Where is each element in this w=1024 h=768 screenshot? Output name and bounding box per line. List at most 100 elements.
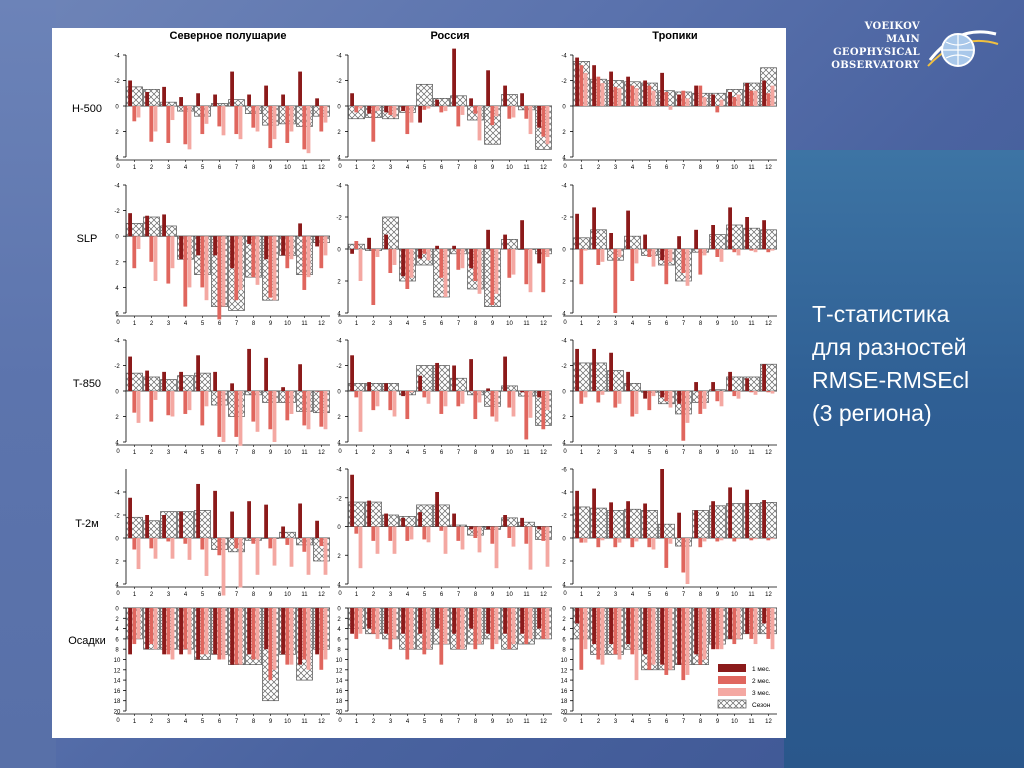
- y-tick-label: 2: [337, 130, 341, 136]
- bar-month3: [736, 249, 741, 256]
- bar-month3: [685, 249, 690, 286]
- bar-month3: [753, 538, 758, 540]
- bar-month2: [371, 106, 376, 142]
- bar-month3: [443, 249, 448, 297]
- bar-month2: [630, 85, 635, 106]
- bar-month3: [272, 236, 277, 301]
- x-tick-label: 12: [318, 719, 325, 725]
- x-tick-label: 3: [167, 321, 171, 327]
- bar-month3: [528, 526, 533, 570]
- bar-month1: [626, 210, 630, 249]
- y-tick-label: 8: [115, 648, 119, 654]
- bar-month1: [694, 85, 698, 106]
- bar-month1: [677, 94, 681, 106]
- x-tick-label: 10: [731, 592, 738, 598]
- bar-month3: [600, 83, 605, 106]
- bar-month1: [469, 98, 473, 106]
- bar-month2: [473, 608, 478, 650]
- bar-month1: [230, 71, 234, 106]
- bar-month3: [409, 391, 414, 393]
- bar-month1: [711, 501, 715, 538]
- bar-month2: [456, 249, 461, 270]
- bar-month3: [770, 538, 775, 540]
- y-tick-label: 0: [337, 248, 341, 254]
- bar-month3: [170, 236, 175, 269]
- bar-month1: [128, 497, 132, 538]
- y-tick-label: -4: [336, 54, 342, 60]
- bar-month2: [268, 106, 273, 149]
- bar-month2: [319, 608, 324, 670]
- bar-month2: [319, 106, 324, 132]
- x-tick-label: 4: [184, 165, 188, 171]
- bar-month2: [596, 249, 601, 265]
- x-tick-label: 3: [614, 592, 618, 598]
- caption-line-4: (3 региона): [812, 400, 932, 426]
- bar-month3: [409, 249, 414, 278]
- x-tick-label: 1: [580, 321, 584, 327]
- x-tick-label: 7: [235, 719, 239, 725]
- bar-month3: [358, 391, 363, 432]
- bar-month3: [651, 391, 656, 397]
- bar-month3: [685, 608, 690, 675]
- bar-month1: [162, 214, 166, 237]
- bar-month3: [375, 391, 380, 407]
- background-band-right: [784, 150, 1024, 768]
- bar-month1: [575, 348, 579, 391]
- logo-line-2: MAIN: [886, 34, 920, 45]
- x-tick-label: 7: [457, 321, 461, 327]
- x-tick-label: 5: [423, 592, 427, 598]
- bar-month1: [762, 500, 766, 538]
- bar-month3: [685, 538, 690, 584]
- bar-month2: [439, 106, 444, 113]
- y-tick-label: 2: [337, 280, 341, 286]
- bar-month1: [384, 513, 388, 527]
- bar-month2: [388, 106, 393, 115]
- bar-month3: [528, 391, 533, 418]
- logo-line-3: GEOPHYSICAL: [833, 47, 920, 58]
- bar-month1: [162, 371, 166, 391]
- y-tick-label: 2: [115, 415, 119, 421]
- bar-month1: [401, 608, 405, 634]
- row-label: H-500: [72, 103, 102, 115]
- x-tick-label: 5: [423, 165, 427, 171]
- x-tick-label: 9: [269, 165, 273, 171]
- bar-month3: [583, 608, 588, 650]
- x-tick-label: 0: [338, 320, 342, 326]
- y-tick-label: 2: [562, 130, 566, 136]
- x-tick-label: 7: [682, 719, 686, 725]
- bar-month1: [264, 608, 268, 650]
- bar-month2: [541, 106, 546, 137]
- x-tick-label: 10: [731, 719, 738, 725]
- y-tick-label: -4: [114, 339, 120, 345]
- bar-month1: [762, 220, 766, 249]
- bar-month3: [375, 608, 380, 639]
- y-tick-label: 2: [115, 617, 119, 623]
- bar-month2: [285, 106, 290, 143]
- bar-month3: [443, 608, 448, 645]
- bar-month1: [486, 526, 490, 530]
- x-tick-label: 11: [523, 165, 530, 171]
- bar-month2: [302, 391, 307, 426]
- x-tick-label: 10: [284, 321, 291, 327]
- caption-line-3: RMSE-RMSEcl: [812, 367, 970, 393]
- bar-month2: [698, 608, 703, 665]
- bar-month3: [204, 236, 209, 301]
- bar-month1: [350, 93, 354, 106]
- x-tick-label: 9: [269, 719, 273, 725]
- bar-month3: [583, 72, 588, 106]
- x-tick-label: 7: [457, 165, 461, 171]
- bar-month3: [289, 538, 294, 567]
- bar-month2: [630, 391, 635, 417]
- bar-month3: [600, 249, 605, 262]
- bar-month3: [375, 249, 380, 257]
- x-tick-label: 1: [133, 165, 137, 171]
- bar-month2: [596, 608, 601, 660]
- bar-month1: [435, 362, 439, 391]
- bar-month3: [153, 538, 158, 559]
- bar-month2: [217, 236, 222, 320]
- y-tick-label: -2: [336, 364, 342, 370]
- bar-month3: [358, 526, 363, 569]
- bar-month2: [319, 538, 324, 547]
- bar-month2: [405, 106, 410, 135]
